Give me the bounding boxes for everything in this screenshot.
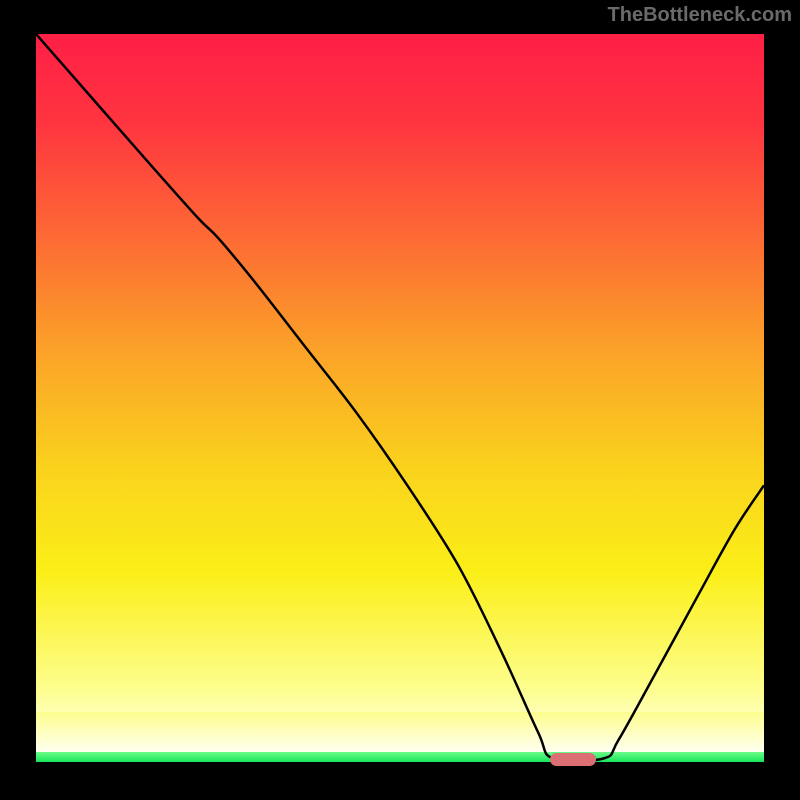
- chart-container: { "chart": { "type": "line", "width_px":…: [0, 0, 800, 800]
- optimal-marker: [550, 753, 596, 766]
- watermark-text: TheBottleneck.com: [608, 4, 792, 27]
- bottleneck-curve: [0, 0, 800, 800]
